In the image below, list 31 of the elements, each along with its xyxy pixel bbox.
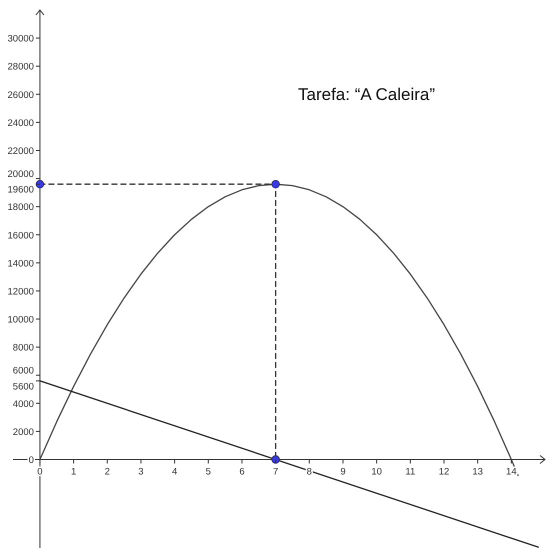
y-tick-label: 5600 <box>12 381 34 392</box>
y-tick-label: 22000 <box>8 146 34 157</box>
x-tick-label: 11 <box>405 466 416 478</box>
y-tick-label: 20000 <box>8 169 34 180</box>
x-tick-label: 13 <box>472 466 483 478</box>
y-tick-label: 14000 <box>8 258 34 270</box>
x-tick-label: 12 <box>438 466 450 478</box>
x-tick-label: 9 <box>340 466 346 478</box>
y-tick-label: 8000 <box>12 342 34 354</box>
x-tick-label: 4 <box>172 466 178 478</box>
y-tick-label: 2000 <box>12 426 34 438</box>
x-tick-label: 10 <box>371 466 382 478</box>
x-tick-label: 2 <box>104 466 110 478</box>
annotation: Tarefa: “A Caleira” <box>298 85 436 104</box>
y-tick-label: 24000 <box>8 118 34 129</box>
y-tick-label: 26000 <box>8 90 34 101</box>
y-tick-label: 0 <box>28 455 34 466</box>
x-tick-label: 7 <box>272 466 278 478</box>
y-tick-label: 10000 <box>8 314 34 326</box>
y-tick-label: 16000 <box>8 230 34 242</box>
y-tick-label: 30000 <box>8 34 34 45</box>
y-tick-label: 19600 <box>8 184 34 196</box>
y-tick-label: 6000 <box>12 366 34 377</box>
x-tick-label: 3 <box>138 466 144 478</box>
y-tick-label: 12000 <box>8 286 34 298</box>
x-tick-label: 1 <box>70 466 76 478</box>
y-tick-label: 4000 <box>12 398 34 410</box>
y-tick-label: 28000 <box>8 62 34 73</box>
y-tick-label: 18000 <box>8 202 34 214</box>
x-tick-label: 6 <box>239 466 245 478</box>
x-tick-label: 5 <box>206 466 211 478</box>
